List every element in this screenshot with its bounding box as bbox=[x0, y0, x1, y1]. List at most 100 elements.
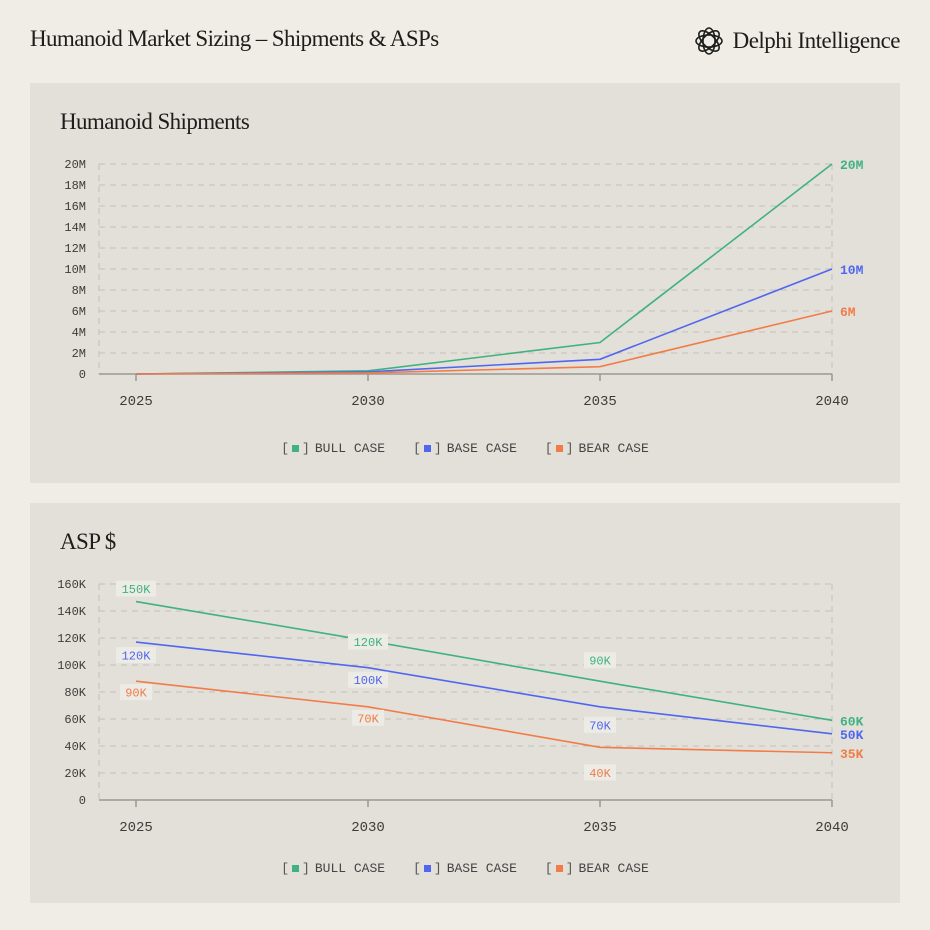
page-header: Humanoid Market Sizing – Shipments & ASP… bbox=[30, 22, 901, 62]
legend-bracket-open: [ bbox=[544, 861, 553, 876]
legend-label-bull: BULL CASE bbox=[314, 441, 386, 456]
series-line-bear bbox=[135, 310, 833, 375]
legend-bracket-close: ] bbox=[302, 861, 310, 876]
shipments-legend: [] BULL CASE [] BASE CASE [] BEAR CASE bbox=[30, 441, 900, 456]
point-label-bg-bull bbox=[348, 633, 388, 650]
legend-label-bull: BULL CASE bbox=[314, 861, 386, 876]
end-label-bear: 35K bbox=[840, 747, 864, 762]
legend-label-base: BASE CASE bbox=[446, 861, 517, 876]
end-label-bull: 20M bbox=[840, 158, 864, 173]
point-label-bull: 120K bbox=[354, 636, 384, 650]
end-label-bull: 60K bbox=[840, 714, 864, 729]
series-line-bull bbox=[135, 600, 833, 722]
legend-item-bear: [] BEAR CASE bbox=[545, 441, 649, 456]
y-tick-label: 16M bbox=[64, 200, 86, 214]
point-label-bear: 90K bbox=[125, 687, 147, 701]
legend-swatch-base bbox=[423, 865, 431, 872]
legend-bracket-open: [ bbox=[281, 861, 290, 876]
point-label-bg-base bbox=[584, 716, 616, 733]
series-line-bear bbox=[135, 680, 833, 754]
legend-swatch-bull bbox=[292, 445, 300, 452]
y-tick-label: 10M bbox=[64, 263, 86, 277]
legend-swatch-base bbox=[423, 445, 431, 452]
x-tick-label: 2040 bbox=[815, 820, 849, 836]
delphi-logo-icon bbox=[694, 27, 723, 55]
y-tick-label: 40K bbox=[64, 740, 86, 754]
end-label-bear: 6M bbox=[840, 305, 856, 320]
y-tick-label: 12M bbox=[64, 242, 86, 256]
point-label-bg-base bbox=[116, 647, 156, 664]
legend-bracket-open: [ bbox=[413, 861, 421, 876]
point-label-base: 70K bbox=[589, 719, 611, 733]
point-label-base: 100K bbox=[354, 674, 384, 688]
y-tick-label: 2M bbox=[72, 347, 86, 361]
y-tick-label: 140K bbox=[57, 605, 87, 619]
page-title: Humanoid Market Sizing – Shipments & ASP… bbox=[30, 26, 439, 51]
y-tick-label: 6M bbox=[72, 305, 86, 319]
legend-item-base: [] BASE CASE bbox=[413, 441, 517, 456]
x-tick-label: 2025 bbox=[119, 394, 153, 410]
y-tick-label: 60K bbox=[64, 713, 86, 727]
y-tick-label: 100K bbox=[57, 659, 87, 673]
legend-label-bear: BEAR CASE bbox=[578, 861, 649, 876]
series-line-base bbox=[135, 268, 833, 375]
y-tick-label: 18M bbox=[64, 179, 86, 193]
legend-swatch-bear bbox=[555, 865, 563, 872]
point-label-bear: 40K bbox=[589, 767, 611, 781]
asp-chart-title: ASP $ bbox=[60, 529, 116, 554]
legend-bracket-close: ] bbox=[565, 861, 574, 876]
legend-bracket-close: ] bbox=[433, 441, 442, 456]
point-label-bg-bear bbox=[584, 764, 616, 781]
y-tick-label: 20K bbox=[64, 767, 86, 781]
legend-bracket-open: [ bbox=[544, 441, 553, 456]
point-label-bg-bull bbox=[584, 652, 616, 669]
point-label-bg-base bbox=[348, 671, 388, 688]
legend-bracket-open: [ bbox=[413, 441, 421, 456]
point-label-bg-bull bbox=[116, 580, 156, 597]
end-label-base: 50K bbox=[840, 728, 864, 743]
legend-bracket-close: ] bbox=[565, 441, 574, 456]
x-tick-label: 2025 bbox=[119, 820, 153, 836]
legend-swatch-bear bbox=[555, 445, 563, 452]
point-label-bear: 70K bbox=[357, 712, 379, 726]
y-tick-label: 120K bbox=[57, 632, 87, 646]
y-tick-label: 0 bbox=[79, 794, 86, 808]
legend-bracket-open: [ bbox=[281, 441, 290, 456]
legend-bracket-close: ] bbox=[433, 861, 442, 876]
y-tick-label: 4M bbox=[72, 326, 86, 340]
legend-item-bull: [] BULL CASE bbox=[281, 441, 385, 456]
brand-name: Delphi Intelligence bbox=[732, 28, 901, 53]
shipments-chart-title: Humanoid Shipments bbox=[60, 109, 250, 134]
x-tick-label: 2030 bbox=[351, 820, 385, 836]
asp-legend: [] BULL CASE [] BASE CASE [] BEAR CASE bbox=[30, 861, 900, 876]
asp-chart: 0 20K 40K 60K 80K 100K 120K 140K 160K 2025 2030 203… bbox=[57, 578, 864, 836]
point-label-base: 120K bbox=[122, 650, 152, 664]
y-tick-label: 160K bbox=[57, 578, 87, 592]
point-label-bull: 90K bbox=[589, 655, 611, 669]
point-label-bull: 150K bbox=[122, 583, 152, 597]
legend-label-base: BASE CASE bbox=[446, 441, 517, 456]
y-tick-label: 80K bbox=[64, 686, 86, 700]
legend-label-bear: BEAR CASE bbox=[578, 441, 649, 456]
legend-bracket-close: ] bbox=[302, 441, 310, 456]
shipments-chart: 0 2M 4M 6M 8M 10M 12M 14M 16M 18M 20M 2025 2030 2035 2… bbox=[64, 158, 864, 410]
brand: Delphi Intelligence bbox=[693, 24, 901, 58]
point-label-bg-bear bbox=[120, 684, 152, 701]
y-tick-label: 14M bbox=[64, 221, 86, 235]
x-tick-label: 2035 bbox=[583, 394, 617, 410]
legend-item-bear: [] BEAR CASE bbox=[545, 861, 649, 876]
series-line-base bbox=[135, 641, 833, 735]
end-label-base: 10M bbox=[840, 263, 864, 278]
point-label-bg-bear bbox=[352, 709, 384, 726]
y-tick-label: 8M bbox=[72, 284, 86, 298]
y-tick-label: 20M bbox=[64, 158, 86, 172]
asp-chart-panel: ASP $ 0 20K 40K 60K 80K 100K 120K 140K 160K 2025 2… bbox=[30, 503, 900, 903]
legend-swatch-bull bbox=[292, 865, 300, 872]
x-tick-label: 2035 bbox=[583, 820, 617, 836]
legend-item-bull: [] BULL CASE bbox=[281, 861, 385, 876]
x-tick-label: 2040 bbox=[815, 394, 849, 410]
x-tick-label: 2030 bbox=[351, 394, 385, 410]
legend-item-base: [] BASE CASE bbox=[413, 861, 517, 876]
shipments-chart-panel: Humanoid Shipments 0 2M 4M 6M 8M 10M 12M 14M 16M… bbox=[30, 83, 900, 483]
y-tick-label: 0 bbox=[79, 368, 86, 382]
